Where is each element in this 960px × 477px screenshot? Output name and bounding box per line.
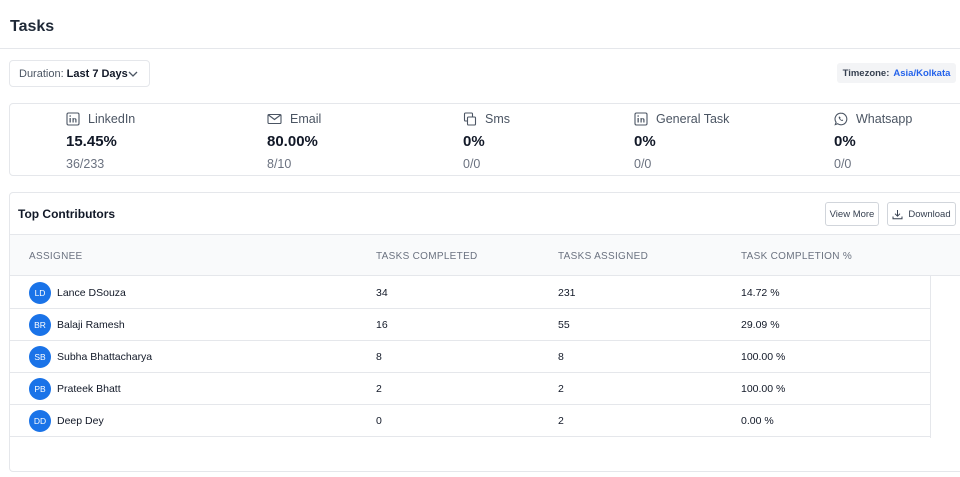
linkedin-icon (66, 112, 80, 126)
chevron-down-icon (128, 71, 138, 77)
stat-ratio: 8/10 (267, 157, 292, 171)
column-header: TASK COMPLETION % (741, 251, 853, 262)
download-button[interactable]: Download (887, 202, 956, 226)
avatar: SB (29, 346, 51, 368)
task-completion: 100.00 % (741, 351, 786, 363)
column-header: TASKS ASSIGNED (558, 251, 649, 262)
duration-select[interactable]: Duration: Last 7 Days (9, 60, 150, 87)
stat-label: LinkedIn (88, 112, 136, 126)
tasks-assigned: 231 (558, 287, 576, 299)
stat-percent: 15.45% (66, 133, 117, 150)
tasks-assigned: 55 (558, 319, 570, 331)
avatar: DD (29, 410, 51, 432)
section-title: Top Contributors (18, 207, 116, 221)
assignee-name: Balaji Ramesh (57, 319, 125, 331)
tasks-assigned: 2 (558, 415, 564, 427)
assignee-name: Subha Bhattacharya (57, 351, 153, 363)
download-label: Download (908, 208, 951, 220)
email-icon (267, 113, 282, 125)
stat-label: Email (290, 112, 322, 126)
stat-percent: 0% (834, 133, 856, 150)
task-completion: 14.72 % (741, 287, 780, 299)
table-row[interactable]: SB Subha Bhattacharya 8 8 100.00 % (10, 341, 931, 373)
page-title: Tasks (10, 18, 55, 35)
stat-linkedin: LinkedIn 15.45% 36/233 (66, 111, 135, 171)
sms-icon (463, 112, 477, 126)
stat-general-task: General Task 0% 0/0 (634, 111, 729, 171)
stat-percent: 80.00% (267, 133, 318, 150)
stats-card: LinkedIn 15.45% 36/233 Email 80.00% 8/10… (9, 103, 960, 176)
assignee-name: Prateek Bhatt (57, 383, 121, 395)
table-row[interactable]: BR Balaji Ramesh 16 55 29.09 % (10, 309, 931, 341)
top-contributors-card: Top Contributors View More Download ASSI… (9, 192, 960, 472)
stat-label: Whatsapp (856, 112, 913, 126)
task-completion: 29.09 % (741, 319, 780, 331)
title-divider (0, 48, 960, 49)
task-completion: 100.00 % (741, 383, 786, 395)
tasks-completed: 8 (376, 351, 382, 363)
timezone-badge: Timezone: Asia/Kolkata (837, 63, 956, 83)
avatar: BR (29, 314, 51, 336)
assignee-name: Deep Dey (57, 415, 104, 427)
avatar: LD (29, 282, 51, 304)
timezone-label: Timezone: (842, 67, 890, 79)
stat-ratio: 0/0 (634, 157, 652, 171)
tasks-assigned: 2 (558, 383, 564, 395)
stat-ratio: 0/0 (834, 157, 852, 171)
stat-ratio: 36/233 (66, 157, 105, 171)
tasks-assigned: 8 (558, 351, 564, 363)
timezone-value[interactable]: Asia/Kolkata (893, 67, 951, 79)
tasks-completed: 34 (376, 287, 388, 299)
linkedin-icon (634, 112, 648, 126)
table-row[interactable]: PB Prateek Bhatt 2 2 100.00 % (10, 373, 931, 405)
tasks-completed: 2 (376, 383, 382, 395)
stat-sms: Sms 0% 0/0 (463, 111, 510, 171)
column-header: TASKS COMPLETED (376, 251, 478, 262)
table-header: ASSIGNEE TASKS COMPLETED TASKS ASSIGNED … (10, 234, 960, 276)
stat-label: General Task (656, 112, 730, 126)
view-more-button[interactable]: View More (825, 202, 879, 226)
tasks-completed: 16 (376, 319, 388, 331)
task-completion: 0.00 % (741, 415, 774, 427)
avatar: PB (29, 378, 51, 400)
duration-value: Last 7 Days (66, 67, 128, 80)
tasks-completed: 0 (376, 415, 382, 427)
assignee-name: Lance DSouza (57, 287, 126, 299)
stat-percent: 0% (463, 133, 485, 150)
stat-label: Sms (485, 112, 510, 126)
duration-label: Duration: (19, 67, 64, 80)
stat-email: Email 80.00% 8/10 (267, 111, 321, 171)
stat-whatsapp: Whatsapp 0% 0/0 (834, 111, 912, 171)
whatsapp-icon (834, 112, 848, 126)
column-header: ASSIGNEE (29, 251, 83, 262)
table-row[interactable]: LD Lance DSouza 34 231 14.72 % (10, 277, 931, 309)
stat-percent: 0% (634, 133, 656, 150)
table-border (930, 276, 931, 438)
table-row[interactable]: DD Deep Dey 0 2 0.00 % (10, 405, 931, 437)
download-icon (892, 209, 903, 219)
stat-ratio: 0/0 (463, 157, 481, 171)
